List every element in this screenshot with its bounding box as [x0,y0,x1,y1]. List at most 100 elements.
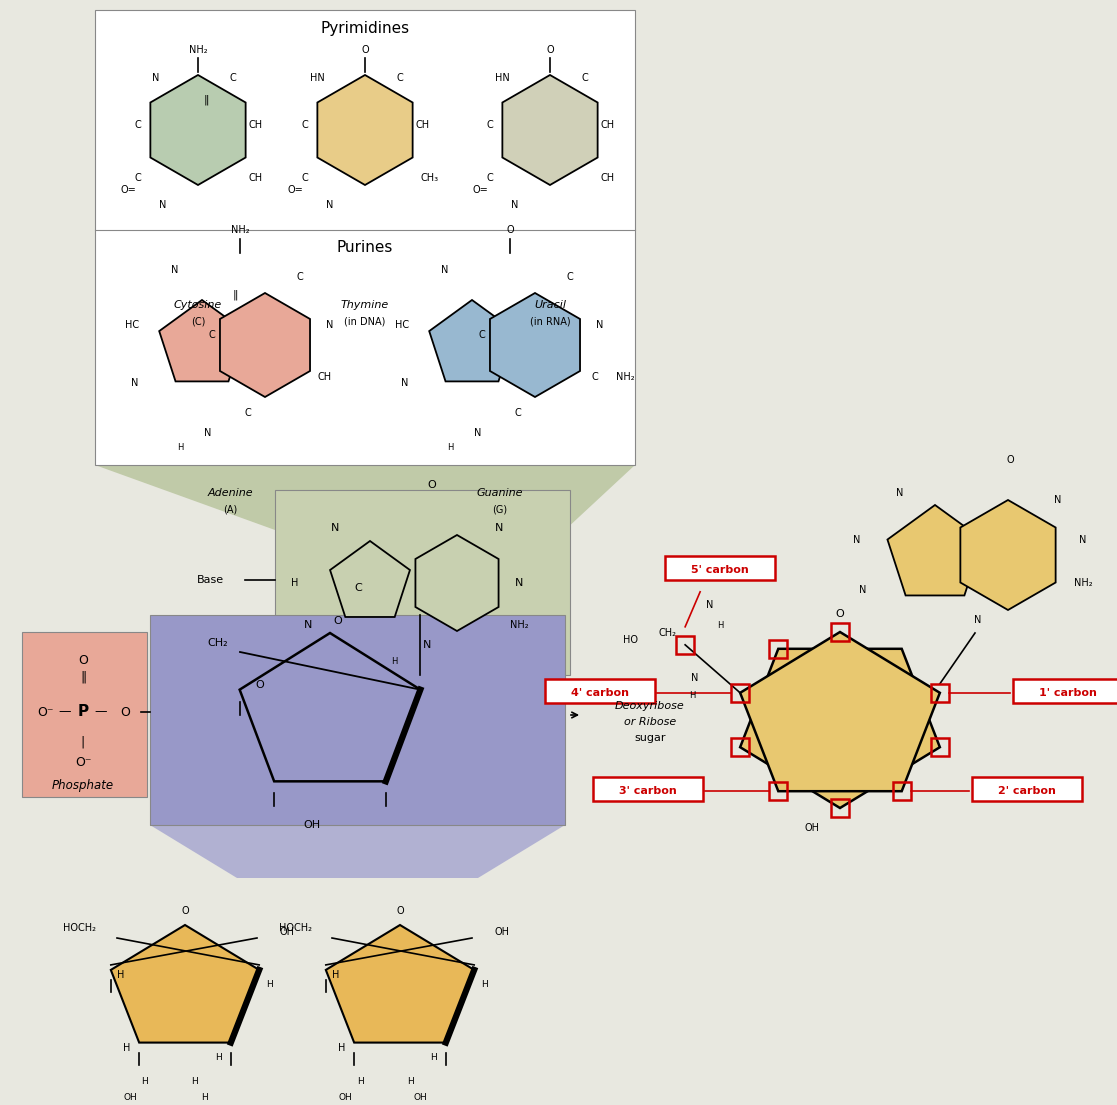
Text: H: H [480,980,487,989]
Text: O: O [428,480,437,490]
Text: 1' carbon: 1' carbon [1039,687,1097,697]
Text: NH₂: NH₂ [509,620,528,630]
Bar [770,640,787,657]
Polygon shape [151,75,246,185]
Text: CH: CH [318,372,332,382]
Text: O: O [836,609,844,619]
Text: C: C [397,73,403,83]
Text: N: N [331,523,340,533]
Text: C: C [297,272,304,282]
Polygon shape [326,925,475,1043]
Text: O: O [506,225,514,235]
Text: N: N [171,265,179,275]
Polygon shape [330,541,410,617]
Text: C: C [209,330,216,340]
Polygon shape [429,299,515,381]
Text: C: C [245,408,251,418]
Bar [732,738,750,756]
Text: HN: HN [495,73,509,83]
Text: C: C [487,120,494,130]
Text: N: N [859,585,867,594]
Text: C: C [230,73,237,83]
Text: CH: CH [249,173,264,183]
Text: N: N [512,200,518,210]
Text: |: | [80,736,85,748]
Text: OH: OH [279,927,295,937]
Text: N: N [896,488,904,498]
Text: H: H [356,1077,363,1086]
Text: H: H [176,442,183,452]
Text: —: — [95,705,107,718]
Text: N: N [515,578,523,588]
Text: CH: CH [416,120,430,130]
Text: O: O [1006,455,1014,465]
Text: H: H [332,970,340,980]
Text: Guanine: Guanine [477,488,523,498]
Text: Uracil: Uracil [534,299,566,311]
Text: Purines: Purines [337,241,393,255]
Polygon shape [220,293,311,397]
Text: H: H [407,1077,413,1086]
Bar [593,777,704,801]
Text: CH₂: CH₂ [658,628,676,638]
Bar [1013,678,1117,703]
Bar [930,684,948,702]
Text: O: O [78,653,88,666]
Text: Pyrimidines: Pyrimidines [321,21,410,35]
Text: N: N [401,378,409,388]
Bar [831,623,849,641]
Text: (C): (C) [191,317,206,327]
Text: C: C [302,173,308,183]
Text: O: O [546,45,554,55]
Text: H: H [192,1077,199,1086]
Bar [831,799,849,817]
Text: N: N [853,535,861,545]
Text: NH₂: NH₂ [1073,578,1092,588]
Polygon shape [317,75,412,185]
Polygon shape [741,649,939,808]
Text: H: H [202,1094,209,1103]
Text: C: C [487,173,494,183]
Text: NH₂: NH₂ [231,225,249,235]
Text: (in RNA): (in RNA) [529,317,571,327]
Bar [545,678,656,703]
Text: O: O [120,705,130,718]
Bar [770,782,787,800]
Text: HC: HC [125,320,139,330]
Polygon shape [503,75,598,185]
Text: N: N [1079,535,1087,545]
Text: C: C [582,73,589,83]
Text: H: H [391,656,398,665]
Text: H: H [142,1077,149,1086]
Text: O: O [256,680,264,690]
Text: C: C [478,330,486,340]
Text: N: N [1054,495,1061,505]
Text: H: H [117,970,124,980]
Text: O: O [181,906,189,916]
Text: HO: HO [622,634,638,645]
Text: H: H [338,1043,346,1053]
Text: 5' carbon: 5' carbon [691,565,750,575]
Text: HOCH₂: HOCH₂ [278,923,312,933]
Text: H: H [689,691,695,699]
Text: —: — [59,705,71,718]
Text: H: H [292,578,298,588]
Text: CH: CH [249,120,264,130]
Polygon shape [416,535,498,631]
Text: Thymine: Thymine [341,299,389,311]
Text: Cytosine: Cytosine [174,299,222,311]
Text: N: N [691,673,699,683]
Bar [732,684,750,702]
Text: O=: O= [472,185,488,194]
Text: OH: OH [123,1094,137,1103]
Text: sugar: sugar [634,733,666,743]
Text: N: N [304,620,312,630]
Text: C: C [566,272,573,282]
Text: N: N [423,640,431,650]
Polygon shape [111,925,259,1043]
Text: O: O [361,45,369,55]
Text: 3' carbon: 3' carbon [620,786,677,797]
Text: H: H [124,1043,131,1053]
Text: N: N [441,265,449,275]
Text: N: N [160,200,166,210]
